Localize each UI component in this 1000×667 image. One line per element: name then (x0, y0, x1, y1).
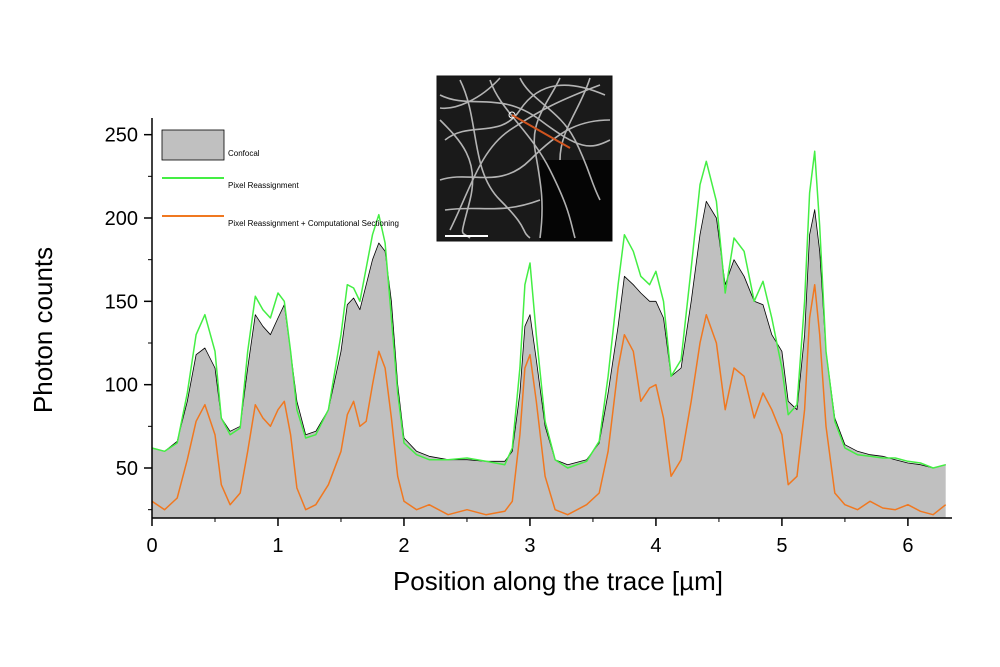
y-tick-label: 250 (105, 125, 138, 147)
plot-area (152, 150, 947, 518)
x-tick-label: 3 (524, 535, 535, 557)
axes: 0 1 2 3 4 5 6 50 100 150 200 250 (105, 118, 952, 557)
y-axis-title: Photon counts (28, 247, 58, 413)
y-tick-label: 50 (116, 458, 138, 480)
legend-label-0: Confocal (228, 149, 260, 158)
x-tick-label: 0 (146, 535, 157, 557)
series-line-2 (152, 283, 947, 516)
x-tick-label: 1 (272, 535, 283, 557)
y-tick-label: 150 (105, 291, 138, 313)
inset-microscopy-image (436, 75, 613, 242)
series-line-0 (152, 200, 946, 469)
legend: Confocal Pixel Reassignment Pixel Reassign… (161, 129, 399, 228)
series-area-0 (152, 201, 946, 518)
y-tick-label: 100 (105, 375, 138, 397)
legend-label-1: Pixel Reassignment (228, 181, 299, 190)
x-tick-label: 6 (902, 535, 913, 557)
y-tick-label: 200 (105, 208, 138, 230)
x-axis-title: Position along the trace [µm] (393, 566, 723, 596)
legend-label-2: Pixel Reassignment + Computational Secti… (228, 219, 399, 228)
x-tick-label: 5 (776, 535, 787, 557)
x-tick-label: 4 (650, 535, 661, 557)
series-line-1 (152, 150, 946, 469)
x-tick-label: 2 (398, 535, 409, 557)
legend-swatch-0 (161, 129, 225, 161)
